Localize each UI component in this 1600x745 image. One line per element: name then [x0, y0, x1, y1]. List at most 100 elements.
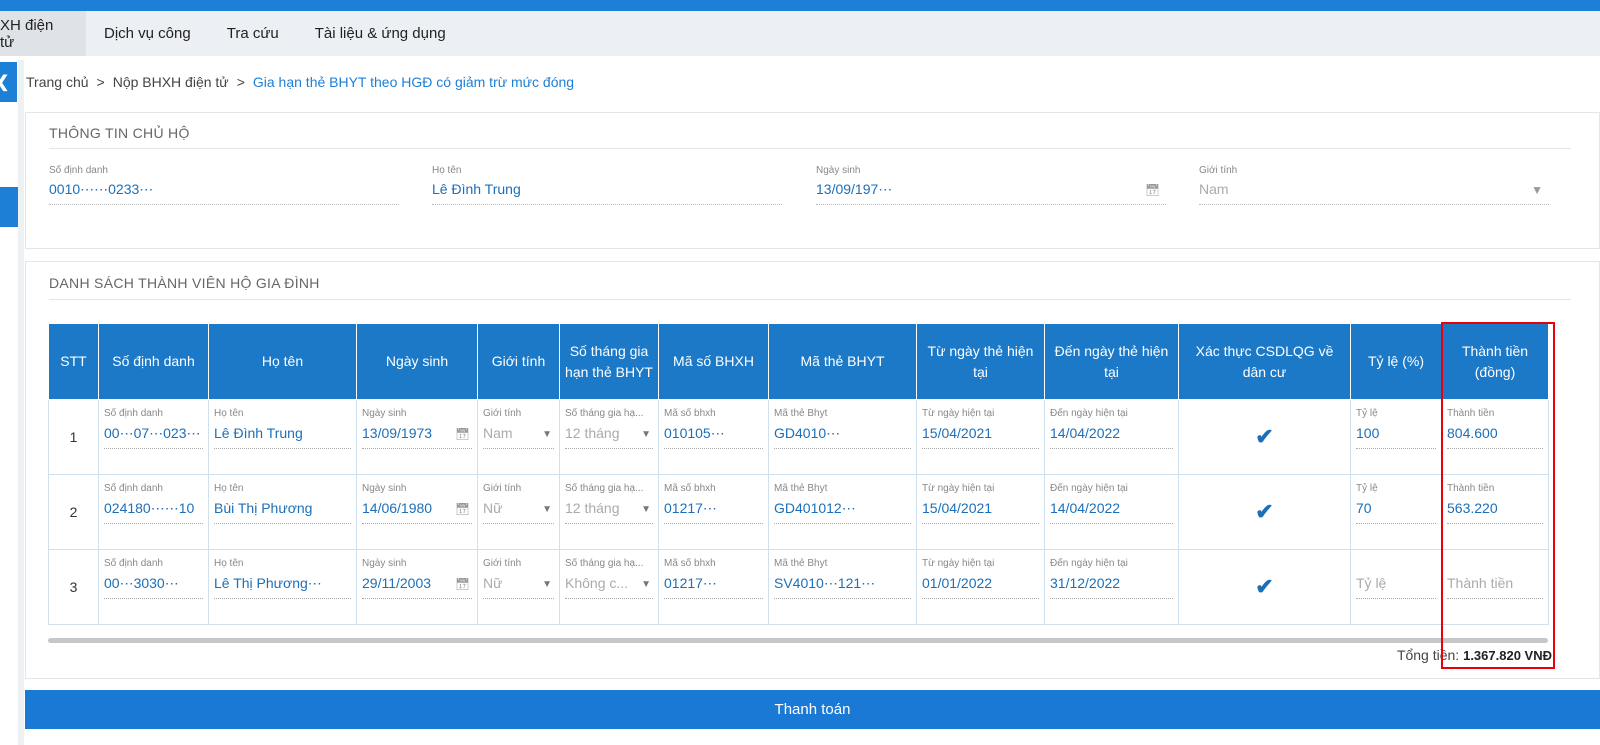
rate-input[interactable]: 70: [1356, 500, 1436, 524]
cell-label: Đến ngày hiện tại: [1050, 483, 1128, 494]
bhyt-input[interactable]: GD4010⋯: [774, 425, 911, 449]
household-dob-input[interactable]: 13/09/197⋯ 📅︎: [816, 181, 1166, 205]
cell-label: Đến ngày hiện tại: [1050, 558, 1128, 569]
to-input[interactable]: 14/04/2022: [1050, 425, 1173, 449]
gender-value: Nam: [483, 425, 513, 441]
cell-label: Giới tính: [483, 483, 522, 494]
cell-label: Tỷ lệ: [1356, 483, 1378, 494]
cell-label: Từ ngày hiện tại: [922, 558, 995, 569]
gender-select[interactable]: Nam ▼: [483, 425, 554, 449]
bhxh-input[interactable]: 01217⋯: [664, 500, 763, 524]
cell-label: Ngày sinh: [362, 483, 407, 494]
cell-months: Số tháng gia hạ... 12 tháng ▼: [559, 474, 659, 550]
chevron-down-icon[interactable]: ▼: [641, 504, 651, 515]
chevron-down-icon[interactable]: ▼: [542, 429, 552, 440]
from-input[interactable]: 15/04/2021: [922, 500, 1039, 524]
bhxh-input[interactable]: 01217⋯: [664, 575, 763, 599]
cell-id: Số định danh 024180⋯⋯10: [98, 474, 209, 550]
breadcrumb: Trang chủ > Nộp BHXH điện tử > Gia hạn t…: [26, 74, 574, 90]
amount-input[interactable]: 804.600: [1447, 425, 1543, 449]
bhyt-input[interactable]: SV4010⋯121⋯: [774, 575, 911, 599]
calendar-icon[interactable]: 📅︎: [454, 502, 470, 516]
sidebar-active-marker: [0, 187, 18, 227]
field-label: Giới tính: [1199, 165, 1238, 176]
breadcrumb-section[interactable]: Nộp BHXH điện tử: [112, 74, 229, 90]
dob-input[interactable]: 14/06/1980 📅︎: [362, 500, 472, 524]
bhyt-input[interactable]: GD401012⋯: [774, 500, 911, 524]
column-header: Số định danh: [98, 323, 209, 400]
calendar-icon[interactable]: 📅︎: [454, 427, 470, 441]
cell-label: Số định danh: [104, 483, 163, 494]
dob-input[interactable]: 13/09/1973 📅︎: [362, 425, 472, 449]
name-input[interactable]: Bùi Thị Phương: [214, 500, 351, 524]
table-row: 2 Số định danh 024180⋯⋯10 Họ tên Bùi Thị P…: [48, 474, 1549, 550]
column-header: Ngày sinh: [356, 323, 478, 400]
cell-dob: Ngày sinh 29/11/2003 📅︎: [356, 549, 478, 625]
chevron-down-icon[interactable]: ▼: [1531, 183, 1543, 197]
cell-dob: Ngày sinh 14/06/1980 📅︎: [356, 474, 478, 550]
table-header-row: STT Số định danh Họ tên Ngày sinh Giới t…: [48, 323, 1549, 400]
rate-input[interactable]: Tỷ lệ: [1356, 575, 1436, 599]
nav-item-documents[interactable]: Tài liệu & ứng dụng: [314, 25, 446, 42]
cell-from: Từ ngày hiện tại 15/04/2021: [916, 474, 1045, 550]
months-select[interactable]: Không c... ▼: [565, 575, 653, 599]
chevron-down-icon[interactable]: ▼: [542, 504, 552, 515]
nav-item-bhxh[interactable]: XH điện tử: [0, 11, 86, 56]
chevron-down-icon[interactable]: ▼: [641, 579, 651, 590]
amount-input[interactable]: 563.220: [1447, 500, 1543, 524]
household-id-input[interactable]: 0010⋯⋯0233⋯: [49, 181, 399, 205]
dob-input[interactable]: 29/11/2003 📅︎: [362, 575, 472, 599]
breadcrumb-home[interactable]: Trang chủ: [26, 74, 89, 90]
calendar-icon[interactable]: 📅︎: [454, 577, 470, 591]
to-input[interactable]: 14/04/2022: [1050, 500, 1173, 524]
to-input[interactable]: 31/12/2022: [1050, 575, 1173, 599]
row-number: 2: [48, 474, 99, 550]
cell-from: Từ ngày hiện tại 01/01/2022: [916, 549, 1045, 625]
cell-rate: Tỷ lệ: [1350, 549, 1442, 625]
field-label: Số định danh: [49, 165, 108, 176]
months-select[interactable]: 12 tháng ▼: [565, 500, 653, 524]
household-gender-select[interactable]: Nam ▼: [1199, 181, 1549, 205]
months-select[interactable]: 12 tháng ▼: [565, 425, 653, 449]
cell-label: Giới tính: [483, 408, 522, 419]
chevron-down-icon[interactable]: ▼: [641, 429, 651, 440]
horizontal-scrollbar[interactable]: [48, 638, 1548, 643]
nav-item-public-services[interactable]: Dịch vụ công: [104, 25, 191, 42]
pay-button[interactable]: Thanh toán: [25, 690, 1600, 729]
row-number: 1: [48, 399, 99, 475]
nav-item-lookup[interactable]: Tra cứu: [226, 25, 279, 42]
cell-gender: Giới tính Nam ▼: [477, 399, 560, 475]
calendar-icon[interactable]: 📅︎: [1144, 183, 1160, 197]
column-header: Đến ngày thẻ hiện tại: [1044, 323, 1179, 400]
cell-label: Mã thẻ Bhyt: [774, 408, 828, 419]
check-icon: ✔: [1178, 549, 1351, 625]
collapse-icon: ❮: [0, 72, 9, 92]
cell-bhxh: Mã số bhxh 01217⋯: [658, 474, 769, 550]
amount-input[interactable]: Thành tiền: [1447, 575, 1543, 599]
cell-label: Từ ngày hiện tại: [922, 408, 995, 419]
name-input[interactable]: Lê Đình Trung: [214, 425, 351, 449]
household-dob-field: Ngày sinh 13/09/197⋯ 📅︎: [816, 165, 1166, 205]
cell-gender: Giới tính Nữ ▼: [477, 549, 560, 625]
gender-select[interactable]: Nữ ▼: [483, 500, 554, 524]
check-icon: ✔: [1178, 399, 1351, 475]
cell-label: Từ ngày hiện tại: [922, 483, 995, 494]
household-name-input[interactable]: Lê Đình Trung: [432, 181, 782, 205]
gender-select[interactable]: Nữ ▼: [483, 575, 554, 599]
household-panel-title: THÔNG TIN CHỦ HỘ: [49, 125, 190, 141]
column-header: Thành tiền (đồng): [1441, 323, 1549, 400]
id-input[interactable]: 024180⋯⋯10: [104, 500, 203, 524]
column-header: Tỷ lệ (%): [1350, 323, 1442, 400]
chevron-down-icon[interactable]: ▼: [542, 579, 552, 590]
id-input[interactable]: 00⋯07⋯023⋯: [104, 425, 203, 449]
from-input[interactable]: 01/01/2022: [922, 575, 1039, 599]
name-input[interactable]: Lê Thị Phương⋯: [214, 575, 351, 599]
sidebar-toggle-button[interactable]: ❮: [0, 62, 17, 102]
gender-value: Nam: [1199, 181, 1229, 197]
rate-input[interactable]: 100: [1356, 425, 1436, 449]
bhxh-input[interactable]: 010105⋯: [664, 425, 763, 449]
from-input[interactable]: 15/04/2021: [922, 425, 1039, 449]
cell-name: Họ tên Lê Thị Phương⋯: [208, 549, 357, 625]
id-input[interactable]: 00⋯3030⋯: [104, 575, 203, 599]
cell-label: Mã thẻ Bhyt: [774, 558, 828, 569]
